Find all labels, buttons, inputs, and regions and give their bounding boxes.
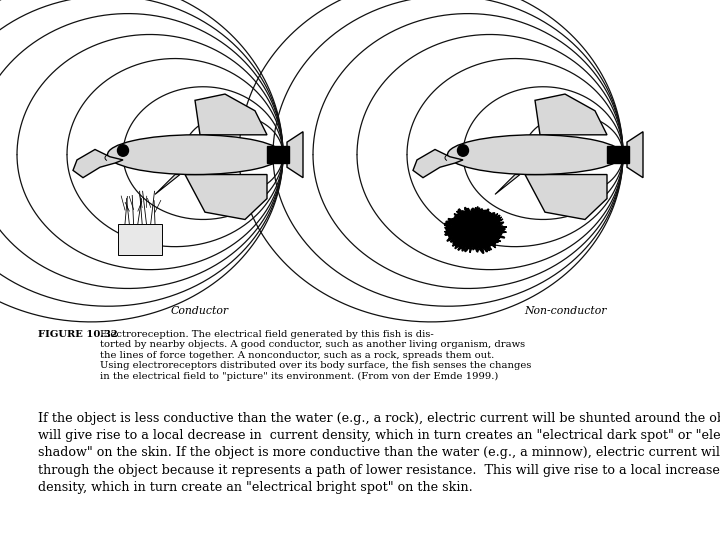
Polygon shape xyxy=(195,94,267,135)
Polygon shape xyxy=(525,174,607,219)
Polygon shape xyxy=(444,206,507,253)
Bar xyxy=(267,146,289,163)
Polygon shape xyxy=(535,94,607,135)
Circle shape xyxy=(457,145,469,156)
Polygon shape xyxy=(627,132,643,178)
Ellipse shape xyxy=(448,135,623,174)
Polygon shape xyxy=(155,174,180,194)
Polygon shape xyxy=(185,174,267,219)
Ellipse shape xyxy=(107,135,282,174)
Text: Conductor: Conductor xyxy=(171,306,229,316)
Bar xyxy=(607,146,629,163)
Text: FIGURE 10.32: FIGURE 10.32 xyxy=(38,330,118,339)
Polygon shape xyxy=(413,150,463,178)
Text: Non-conductor: Non-conductor xyxy=(523,306,606,316)
Polygon shape xyxy=(73,150,123,178)
Text: Electroreception. The electrical field generated by this fish is dis-
torted by : Electroreception. The electrical field g… xyxy=(100,330,531,381)
Circle shape xyxy=(117,145,128,156)
Polygon shape xyxy=(287,132,303,178)
Text: If the object is less conductive than the water (e.g., a rock), electric current: If the object is less conductive than th… xyxy=(38,412,720,494)
Bar xyxy=(118,224,162,255)
Polygon shape xyxy=(495,174,520,194)
